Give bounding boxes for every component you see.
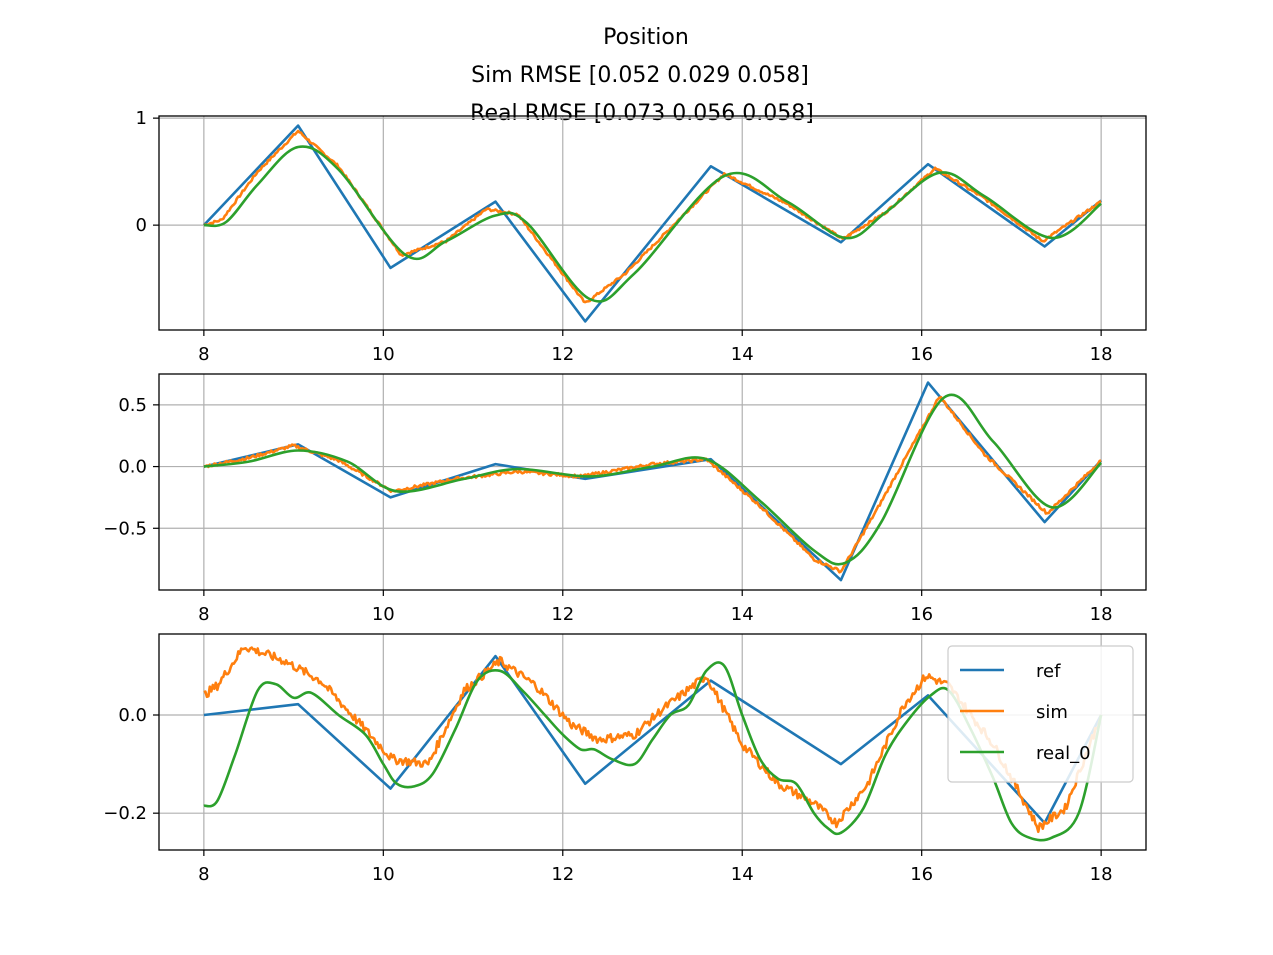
title-line-1: Position — [603, 25, 689, 50]
title-line-2: Sim RMSE [0.052 0.029 0.058] — [471, 63, 809, 88]
subplot-2: 8 10 12 14 16 18 0.5 0.0 −0.5 — [103, 373, 1147, 625]
subplot-1: 8 10 12 14 16 18 0 1 — [136, 108, 1147, 365]
legend: ref sim real_0 — [947, 645, 1134, 783]
x-tick-label: 14 — [731, 864, 754, 885]
series-line-ref — [203, 381, 1103, 582]
legend-label-real_0: real_0 — [1036, 743, 1091, 764]
axes-frame — [158, 115, 1147, 331]
x-tick-label: 10 — [372, 604, 395, 625]
axes-frame — [158, 633, 1147, 851]
series-line-real_0 — [203, 661, 1103, 842]
y-tick-label: 0.0 — [118, 705, 147, 726]
x-tick-label: 18 — [1090, 864, 1113, 885]
x-tick-label: 8 — [198, 344, 209, 365]
series-line-ref — [202, 124, 1102, 323]
y-tick-label: 0.5 — [118, 395, 147, 416]
x-tick-label: 18 — [1090, 344, 1113, 365]
legend-label-sim: sim — [1036, 702, 1068, 723]
series-line-real_0 — [203, 393, 1103, 566]
y-tick-label: 1 — [136, 108, 147, 129]
series-line-sim — [203, 395, 1102, 574]
x-tick-label: 10 — [372, 864, 395, 885]
series-line-real_0 — [203, 145, 1102, 303]
x-tick-label: 18 — [1090, 604, 1113, 625]
x-tick-label: 8 — [198, 604, 209, 625]
legend-label-ref: ref — [1036, 661, 1061, 682]
x-tick-label: 12 — [551, 604, 574, 625]
x-tick-label: 16 — [910, 604, 933, 625]
x-tick-label: 10 — [372, 344, 395, 365]
y-tick-label: 0 — [136, 215, 147, 236]
x-tick-label: 16 — [910, 864, 933, 885]
x-tick-label: 14 — [731, 344, 754, 365]
title-line-3: Real RMSE [0.073 0.056 0.058] — [470, 101, 814, 126]
series-group — [203, 381, 1103, 582]
x-tick-label: 12 — [551, 344, 574, 365]
x-tick-label: 16 — [910, 344, 933, 365]
y-tick-label: −0.2 — [103, 803, 147, 824]
x-tick-label: 14 — [731, 604, 754, 625]
series-group — [202, 124, 1102, 323]
x-tick-label: 8 — [198, 864, 209, 885]
y-tick-label: 0.0 — [118, 457, 147, 478]
figure-title: Position Sim RMSE [0.052 0.029 0.058] Re… — [470, 25, 814, 126]
legend-box — [947, 645, 1134, 783]
x-tick-label: 12 — [551, 864, 574, 885]
axes-frame — [158, 373, 1147, 591]
y-tick-label: −0.5 — [103, 518, 147, 539]
